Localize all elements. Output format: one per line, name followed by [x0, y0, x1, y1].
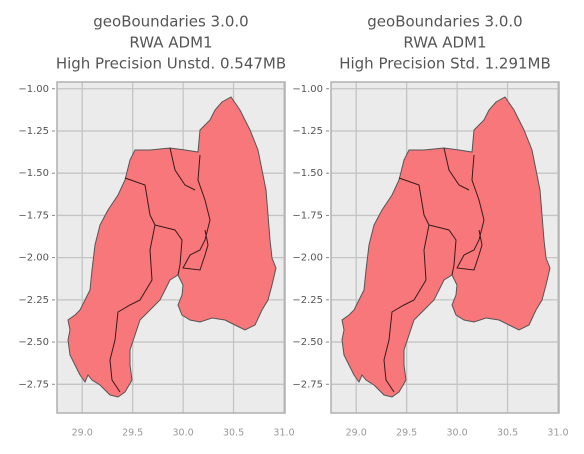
- x-tick-label: 30.5: [497, 428, 518, 439]
- x-tick-label: 29.0: [346, 428, 367, 439]
- chart-title: RWA ADM1: [129, 34, 212, 52]
- x-tick-label: 31.0: [273, 428, 294, 439]
- chart-title: High Precision Unstd. 0.547MB: [56, 55, 286, 73]
- y-tick-label: −2.50: [18, 337, 49, 348]
- y-tick-label: −2.50: [292, 337, 323, 348]
- x-tick-label: 30.0: [447, 428, 468, 439]
- chart-title: RWA ADM1: [403, 34, 486, 52]
- y-tick-label: −1.50: [18, 168, 49, 179]
- y-tick-label: −1.00: [18, 84, 49, 95]
- y-tick-label: −2.00: [18, 253, 49, 264]
- x-tick-label: 30.5: [223, 428, 244, 439]
- y-tick-label: −2.25: [292, 295, 323, 306]
- y-tick-label: −1.25: [292, 126, 323, 137]
- x-tick-label: 29.5: [122, 428, 143, 439]
- y-tick-label: −2.75: [18, 379, 49, 390]
- x-tick-label: 30.0: [173, 428, 194, 439]
- plot-border: [330, 81, 560, 414]
- y-tick-label: −1.00: [292, 84, 323, 95]
- y-tick-label: −1.75: [18, 210, 49, 221]
- y-tick-label: −2.00: [292, 253, 323, 264]
- y-tick-label: −2.75: [292, 379, 323, 390]
- x-tick-label: 29.0: [72, 428, 93, 439]
- y-tick-label: −1.50: [292, 168, 323, 179]
- y-tick-label: −1.25: [18, 126, 49, 137]
- chart-title: geoBoundaries 3.0.0: [367, 13, 522, 31]
- x-tick-label: 29.5: [396, 428, 417, 439]
- y-tick-label: −1.75: [292, 210, 323, 221]
- plot-border: [56, 81, 286, 414]
- y-tick-label: −2.25: [18, 295, 49, 306]
- chart-title: geoBoundaries 3.0.0: [93, 13, 248, 31]
- x-tick-label: 31.0: [547, 428, 568, 439]
- chart-title: High Precision Std. 1.291MB: [339, 55, 551, 73]
